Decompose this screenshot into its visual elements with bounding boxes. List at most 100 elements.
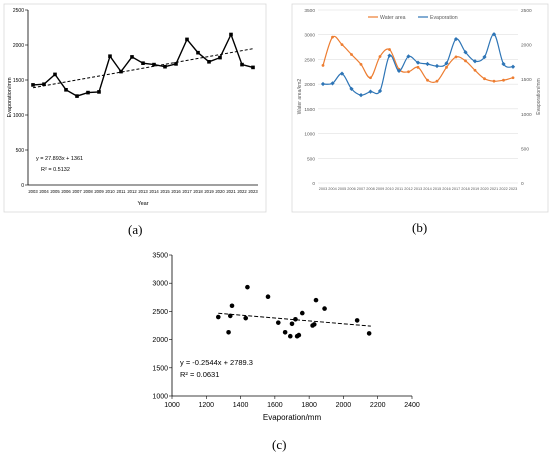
chart-b-point-water-area xyxy=(407,70,410,74)
chart-b-point-water-area xyxy=(511,76,515,80)
chart-c-point xyxy=(226,329,231,335)
chart-c-point xyxy=(245,284,250,290)
chart-b-ytick-label: 0 xyxy=(312,181,315,187)
chart-b-xtick-label: 2020 xyxy=(480,187,488,191)
chart-b-point-water-area xyxy=(321,63,325,67)
chart-b-point-evaporation xyxy=(472,59,478,64)
chart-c-point xyxy=(311,322,317,327)
chart-c-xtick-label: 1400 xyxy=(233,402,249,409)
chart-b-ytick-label: 500 xyxy=(307,156,315,162)
chart-a-trendline xyxy=(32,48,254,89)
chart-a-xtick-label: 2003 xyxy=(28,189,38,194)
chart-b-point-water-area xyxy=(416,65,420,69)
chart-c-xtick-label: 1200 xyxy=(198,402,214,409)
chart-b-legend-label: Water area xyxy=(380,15,406,21)
chart-a-xtick-label: 2006 xyxy=(61,189,71,194)
chart-c-point xyxy=(313,297,319,303)
chart-a-point xyxy=(31,83,35,87)
chart-b-y2tick-label: 2000 xyxy=(521,43,532,49)
chart-a-xtick-label: 2016 xyxy=(171,189,181,194)
chart-b-point-water-area xyxy=(340,43,344,46)
chart-a-xtick-label: 2011 xyxy=(116,189,126,194)
panel-b: 0 500 1000 1500 2000 2500 3000 3500 0 500 1000 1500… xyxy=(290,0,550,215)
chart-b-xtick-label: 2019 xyxy=(471,187,479,191)
chart-a-ytick-label: 2000 xyxy=(13,43,24,49)
chart-b: 0 500 1000 1500 2000 2500 3000 3500 0 500 1000 1500… xyxy=(291,3,549,213)
chart-c-equation: y = -0.2544x + 2789.3 xyxy=(180,358,253,367)
chart-a-point xyxy=(207,60,211,64)
chart-a-point xyxy=(75,94,79,98)
caption-a: (a) xyxy=(128,222,143,237)
chart-b-xtick-label: 2023 xyxy=(509,187,517,191)
chart-b-point-water-area xyxy=(492,79,496,83)
chart-a-point xyxy=(119,69,123,74)
chart-a-ytick-label: 1000 xyxy=(13,113,24,119)
chart-b-point-evaporation xyxy=(368,89,373,94)
chart-a-ytick-label: 2500 xyxy=(13,8,24,14)
chart-b-frame xyxy=(291,3,549,213)
chart-a-point xyxy=(218,55,222,60)
chart-b-ytick-label: 3500 xyxy=(304,8,315,14)
chart-a-point xyxy=(174,62,178,66)
chart-b-ytick-label: 2000 xyxy=(304,82,315,88)
chart-b-y2label: Evaporation/mm xyxy=(536,78,542,114)
chart-a-point xyxy=(185,37,189,42)
chart-b-point-water-area xyxy=(426,78,429,82)
panel-a: 0 500 1000 1500 2000 2500 2003 2004 2005 2006 2007… xyxy=(0,0,270,215)
chart-b-xtick-label: 2007 xyxy=(357,187,365,191)
chart-a-ytick-label: 0 xyxy=(21,183,24,189)
chart-b-point-water-area xyxy=(359,62,363,66)
chart-a-xtick-label: 2010 xyxy=(105,189,115,194)
chart-a-xtick-label: 2013 xyxy=(138,189,148,194)
chart-a-xtick-label: 2008 xyxy=(83,189,93,194)
chart-c-point xyxy=(366,331,372,336)
chart-c-point xyxy=(354,318,360,323)
chart-c-ytick-label: 2500 xyxy=(152,309,168,316)
chart-a-point xyxy=(152,62,156,67)
chart-c-point xyxy=(243,315,249,321)
chart-c-xtick-label: 2200 xyxy=(370,402,386,409)
chart-a-xtick-label: 2021 xyxy=(226,189,236,194)
chart-b-point-evaporation xyxy=(387,53,392,58)
chart-c-xtick-label: 1600 xyxy=(267,402,283,409)
chart-c-point xyxy=(293,316,298,322)
chart-b-xtick-label: 2003 xyxy=(319,187,327,191)
chart-a-xtick-label: 2017 xyxy=(182,189,192,194)
chart-b-y2tick-label: 1000 xyxy=(521,112,532,118)
chart-b-y2tick-label: 0 xyxy=(521,181,524,187)
chart-b-point-water-area xyxy=(378,55,382,58)
chart-b-xtick-label: 2018 xyxy=(461,187,469,191)
chart-c-point xyxy=(275,320,281,325)
chart-b-xtick-label: 2014 xyxy=(423,187,431,191)
chart-b-xtick-label: 2021 xyxy=(490,187,498,191)
chart-b-ytick-label: 2500 xyxy=(304,57,315,63)
chart-a: 0 500 1000 1500 2000 2500 2003 2004 2005 2006 2007… xyxy=(3,3,267,213)
chart-b-point-water-area xyxy=(445,65,448,69)
chart-a-point xyxy=(130,55,134,59)
chart-b-xtick-label: 2011 xyxy=(395,187,403,191)
chart-c-trendline xyxy=(218,312,371,327)
chart-a-point xyxy=(240,62,244,67)
chart-b-point-water-area xyxy=(454,55,458,59)
chart-a-point xyxy=(86,90,90,95)
chart-c-point xyxy=(296,332,302,338)
chart-c-ytick-label: 1000 xyxy=(152,394,168,401)
chart-b-y2tick-label: 1500 xyxy=(521,77,532,83)
chart-b-point-water-area xyxy=(369,76,372,80)
chart-b-xtick-label: 2010 xyxy=(385,187,393,191)
chart-a-point xyxy=(53,72,57,77)
chart-b-xtick-label: 2015 xyxy=(433,187,441,191)
chart-b-legend-label: Evaporation xyxy=(430,15,458,21)
chart-b-point-evaporation xyxy=(434,63,440,69)
chart-b-xtick-label: 2012 xyxy=(404,187,412,191)
chart-a-point xyxy=(251,65,255,70)
chart-c-ytick-label: 3500 xyxy=(152,253,168,260)
chart-a-point xyxy=(42,82,46,86)
chart-a-ylabel: Evaporation/mm xyxy=(7,77,13,117)
chart-b-point-water-area xyxy=(388,48,391,51)
chart-a-point xyxy=(97,90,101,94)
chart-c-point xyxy=(287,333,293,339)
chart-c-xlabel: Evaporation/mm xyxy=(263,413,322,422)
chart-a-frame xyxy=(3,3,267,213)
chart-b-xtick-label: 2005 xyxy=(338,187,346,191)
